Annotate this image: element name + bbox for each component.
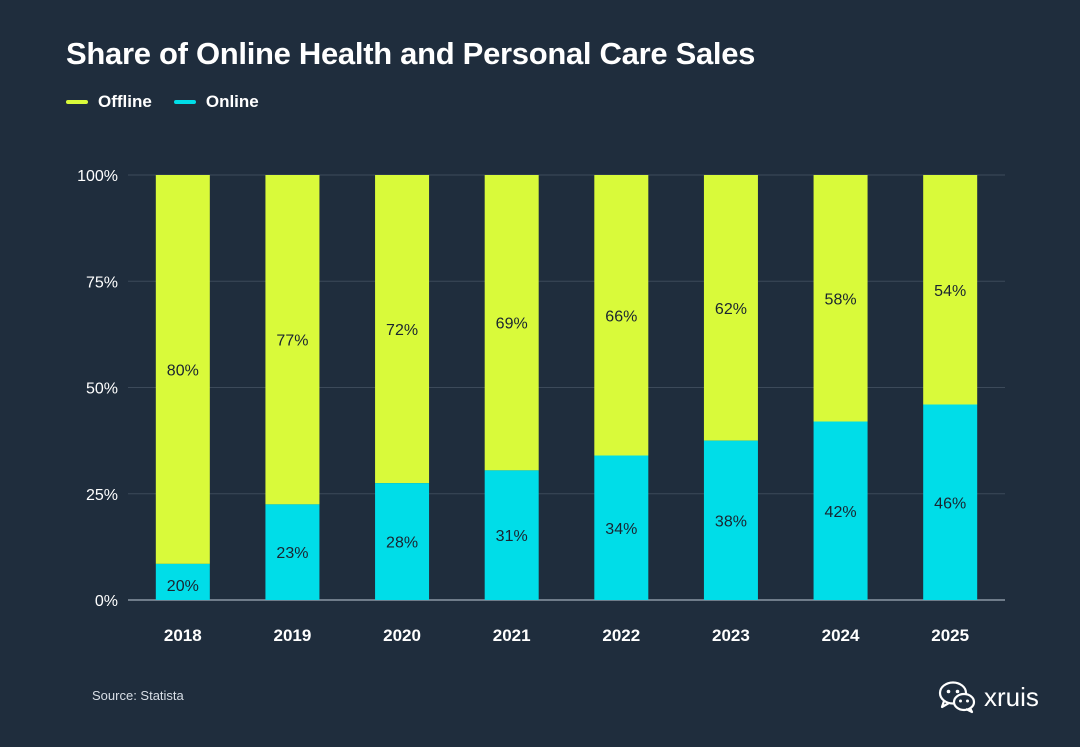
bar-offline <box>375 175 430 484</box>
x-tick-label: 2025 <box>931 626 969 645</box>
bar-offline <box>155 175 210 564</box>
data-label-online: 46% <box>934 495 966 512</box>
bar-online <box>923 404 978 600</box>
bar-online <box>703 440 758 600</box>
watermark-text: xruis <box>984 681 1039 712</box>
y-tick-label: 75% <box>86 274 118 291</box>
data-label-online: 28% <box>386 535 418 552</box>
legend-swatch-online <box>173 100 196 104</box>
x-tick-label: 2023 <box>712 626 750 645</box>
data-label-offline: 77% <box>276 333 308 350</box>
bar-offline <box>594 175 649 456</box>
legend-item-offline: Offline <box>66 92 152 112</box>
chart-title: Share of Online Health and Personal Care… <box>66 36 756 71</box>
data-label-offline: 72% <box>386 322 418 339</box>
data-label-offline: 62% <box>715 301 747 318</box>
bar-online <box>265 504 320 600</box>
wechat-icon <box>938 681 976 714</box>
bar-offline <box>923 175 978 405</box>
bar-online <box>594 455 649 600</box>
y-tick-label: 50% <box>86 381 118 398</box>
data-label-offline: 80% <box>167 362 199 379</box>
legend-item-online: Online <box>173 92 259 112</box>
legend: Offline Online <box>66 92 259 112</box>
data-label-offline: 58% <box>825 291 857 308</box>
watermark: xruis <box>938 680 1039 714</box>
data-label-online: 31% <box>496 528 528 545</box>
x-tick-label: 2018 <box>164 626 202 645</box>
bar-online <box>375 483 430 600</box>
y-tick-label: 25% <box>86 487 118 504</box>
data-label-online: 38% <box>715 513 747 530</box>
y-tick-label: 0% <box>95 593 118 610</box>
legend-label-online: Online <box>205 92 259 111</box>
legend-swatch-offline <box>66 100 88 104</box>
x-tick-label: 2022 <box>602 626 640 645</box>
x-tick-label: 2024 <box>822 626 860 645</box>
bar-offline <box>813 175 868 422</box>
data-label-offline: 66% <box>605 308 637 325</box>
x-tick-label: 2020 <box>383 626 421 645</box>
bar-offline <box>484 175 539 471</box>
bar-online <box>155 563 210 600</box>
bar-offline <box>703 175 758 441</box>
data-label-online: 42% <box>825 504 857 521</box>
x-tick-label: 2021 <box>493 626 531 645</box>
legend-label-offline: Offline <box>98 92 152 111</box>
data-label-online: 34% <box>605 521 637 538</box>
x-tick-label: 2019 <box>274 626 312 645</box>
y-tick-label: 100% <box>77 168 118 185</box>
bar-online <box>484 470 539 600</box>
source-note: Source: Statista <box>92 688 184 703</box>
data-label-online: 23% <box>276 545 308 562</box>
data-label-online: 20% <box>167 578 199 595</box>
data-label-offline: 54% <box>934 283 966 300</box>
bar-offline <box>265 175 320 505</box>
bar-online <box>813 421 868 600</box>
data-label-offline: 69% <box>496 316 528 333</box>
